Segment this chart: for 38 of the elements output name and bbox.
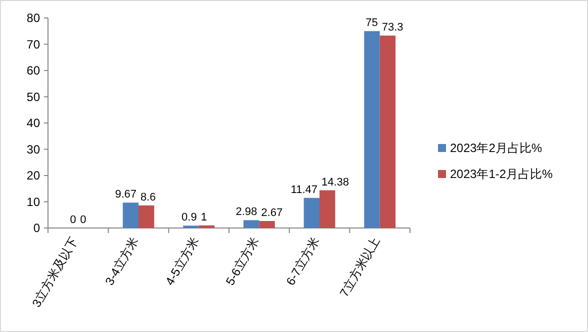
y-tick-label: 20 [26, 168, 40, 182]
y-tick-label: 50 [26, 90, 40, 104]
y-tick-label: 60 [26, 64, 40, 78]
bar [259, 220, 275, 228]
y-tick-label: 70 [26, 37, 40, 52]
bar [380, 36, 396, 228]
data-label: 11.47 [290, 184, 318, 196]
y-tick-label: 0 [33, 221, 40, 235]
bar [122, 202, 138, 228]
bar [243, 220, 260, 228]
data-label: 2.67 [261, 206, 283, 219]
data-label: 0.9 [182, 212, 197, 224]
data-label: 8.6 [140, 191, 156, 204]
data-label: 75 [366, 17, 378, 30]
x-tick-label: 4-5立方米 [162, 234, 202, 288]
data-label: 0 [70, 214, 76, 226]
data-label: 73.3 [382, 22, 404, 34]
legend-label: 2023年2月占比% [450, 141, 542, 155]
y-tick-label: 30 [26, 142, 40, 156]
y-tick-label: 80 [26, 11, 40, 25]
bar [320, 190, 336, 228]
data-label: 1 [200, 211, 207, 224]
bar [198, 225, 215, 228]
y-tick-label: 10 [26, 194, 40, 209]
x-tick-label: 5-6立方米 [222, 234, 262, 288]
data-label: 9.67 [115, 188, 136, 201]
legend-label: 2023年1-2月占比% [450, 167, 554, 181]
x-tick-label: 7立方米以上 [336, 234, 382, 300]
y-tick-label: 40 [26, 116, 40, 130]
bar [304, 198, 320, 228]
bar [138, 205, 154, 228]
bar [364, 31, 380, 228]
x-tick-label: 3-4立方米 [102, 234, 142, 288]
data-label: 2.98 [236, 206, 258, 218]
x-tick-label: 3立方米及以下 [29, 234, 81, 310]
data-label: 0 [80, 214, 86, 226]
x-tick-label: 6-7立方米 [283, 234, 322, 288]
data-label: 14.38 [322, 176, 350, 188]
